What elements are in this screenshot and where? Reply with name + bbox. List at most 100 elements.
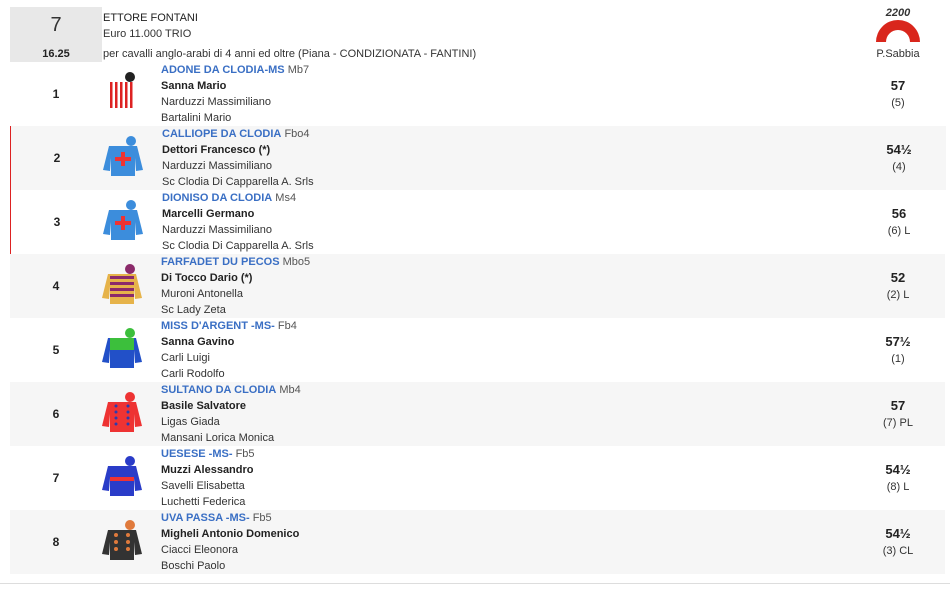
jockey: Sanna Gavino xyxy=(161,336,235,348)
runner-row: 2 CALLIOPE DA CLODIA Fbo4 Dettori France… xyxy=(10,126,946,190)
silk-wrap xyxy=(102,264,142,311)
jockey: Marcelli Germano xyxy=(162,208,255,220)
runner-number: 2 xyxy=(53,151,61,165)
horse-name[interactable]: SULTANO DA CLODIA xyxy=(161,384,277,396)
silk-wrap xyxy=(102,456,142,503)
horse-info: Ms4 xyxy=(275,192,297,204)
trainer: Narduzzi Massimiliano xyxy=(162,224,273,236)
horse-line: MISS D'ARGENT -MS- Fb4 xyxy=(161,320,297,332)
owner: Sc Clodia Di Capparella A. Srls xyxy=(162,240,314,252)
silk xyxy=(102,392,142,432)
draw: (7) PL xyxy=(883,417,913,429)
draw: (6) L xyxy=(887,225,911,237)
runner-row: 6 SULTANO DA CLODIA Mb4 Basile Salvatore… xyxy=(10,382,945,446)
horse-info: Mbo5 xyxy=(282,256,311,268)
runner-row: 3 DIONISO DA CLODIA Ms4 Marcelli Germano… xyxy=(10,190,946,254)
race-conditions: per cavalli anglo-arabi di 4 anni ed olt… xyxy=(103,48,477,60)
silk xyxy=(102,456,142,496)
horse-name[interactable]: CALLIOPE DA CLODIA xyxy=(162,128,282,140)
track: P.Sabbia xyxy=(876,48,920,60)
runner-row: 4 FARFADET DU PECOS Mbo5 Di Tocco Dario … xyxy=(10,254,945,318)
jockey: Basile Salvatore xyxy=(161,400,246,412)
weight: 52 xyxy=(890,270,906,285)
draw: (5) xyxy=(891,97,905,109)
draw: (2) L xyxy=(886,289,910,301)
runner-number: 7 xyxy=(52,471,60,485)
trainer: Ciacci Eleonora xyxy=(161,544,239,556)
horse-info: Fb4 xyxy=(277,320,297,332)
trainer: Narduzzi Massimiliano xyxy=(161,96,272,108)
trainer: Carli Luigi xyxy=(161,352,210,364)
trainer: Muroni Antonella xyxy=(161,288,243,300)
runner-number: 8 xyxy=(52,535,60,549)
weight: 56 xyxy=(891,206,907,221)
silk xyxy=(102,264,142,304)
trainer: Ligas Giada xyxy=(161,416,220,428)
silk-wrap xyxy=(102,72,142,119)
race-box xyxy=(10,7,102,62)
horse-line: UVA PASSA -MS- Fb5 xyxy=(161,512,272,524)
horse-line: ADONE DA CLODIA-MS Mb7 xyxy=(161,64,309,76)
owner: Carli Rodolfo xyxy=(161,368,225,380)
jockey: Sanna Mario xyxy=(161,80,227,92)
runner-number: 5 xyxy=(52,343,60,357)
runner-row: 7 UESESE -MS- Fb5 Muzzi Alessandro Savel… xyxy=(10,446,945,510)
owner: Bartalini Mario xyxy=(161,112,232,124)
distance-icon: 2200 xyxy=(876,7,920,42)
horse-name[interactable]: UVA PASSA -MS- xyxy=(161,512,250,524)
draw: (3) CL xyxy=(882,545,914,557)
race-title: ETTORE FONTANI xyxy=(103,12,198,24)
race-time: 16.25 xyxy=(42,48,70,60)
bottom-rule xyxy=(0,583,950,584)
trainer: Savelli Elisabetta xyxy=(161,480,245,492)
runner-row: 5 MISS D'ARGENT -MS- Fb4 Sanna Gavino Ca… xyxy=(10,318,945,382)
weight: 54½ xyxy=(885,526,911,541)
runner-number: 4 xyxy=(52,279,60,293)
horse-line: UESESE -MS- Fb5 xyxy=(161,448,255,460)
horse-name[interactable]: UESESE -MS- xyxy=(161,448,233,460)
silk-wrap xyxy=(102,328,142,375)
horse-info: Fb5 xyxy=(235,448,255,460)
runner-number: 6 xyxy=(52,407,60,421)
weight: 54½ xyxy=(886,142,912,157)
draw: (1) xyxy=(891,353,905,365)
owner: Boschi Paolo xyxy=(161,560,226,572)
weight: 57 xyxy=(890,78,906,93)
trainer: Narduzzi Massimiliano xyxy=(162,160,273,172)
silk-wrap xyxy=(102,392,142,439)
horse-name[interactable]: ADONE DA CLODIA-MS xyxy=(161,64,285,76)
horse-info: Mb7 xyxy=(287,64,310,76)
horse-name[interactable]: MISS D'ARGENT -MS- xyxy=(161,320,275,332)
jockey: Dettori Francesco (*) xyxy=(162,144,271,156)
weight: 57½ xyxy=(885,334,911,349)
distance: 2200 xyxy=(885,7,911,19)
runner-number: 1 xyxy=(52,87,60,101)
draw: (8) L xyxy=(886,481,910,493)
silk xyxy=(102,520,142,560)
horse-info: Mb4 xyxy=(279,384,301,396)
silk-wrap xyxy=(103,200,143,247)
silk xyxy=(102,328,142,368)
owner: Luchetti Federica xyxy=(161,496,246,508)
horse-info: Fbo4 xyxy=(284,128,310,140)
silk xyxy=(103,200,143,240)
silk xyxy=(103,136,143,176)
runner-row: 8 UVA PASSA -MS- Fb5 Migheli Antonio Dom… xyxy=(10,510,945,574)
horse-line: SULTANO DA CLODIA Mb4 xyxy=(161,384,301,396)
horse-name[interactable]: DIONISO DA CLODIA xyxy=(162,192,273,204)
weight: 57 xyxy=(890,398,906,413)
horse-name[interactable]: FARFADET DU PECOS xyxy=(161,256,280,268)
horse-line: DIONISO DA CLODIA Ms4 xyxy=(162,192,296,204)
weight: 54½ xyxy=(885,462,911,477)
horse-line: FARFADET DU PECOS Mbo5 xyxy=(161,256,310,268)
owner: Mansani Lorica Monica xyxy=(161,432,275,444)
silk xyxy=(102,72,142,112)
owner: Sc Clodia Di Capparella A. Srls xyxy=(162,176,314,188)
jockey: Migheli Antonio Domenico xyxy=(161,528,300,540)
horse-line: CALLIOPE DA CLODIA Fbo4 xyxy=(162,128,310,140)
race-number: 7 xyxy=(50,14,62,36)
silk-wrap xyxy=(103,136,143,183)
owner: Sc Lady Zeta xyxy=(161,304,226,316)
runner-number: 3 xyxy=(53,215,61,229)
draw: (4) xyxy=(892,161,906,173)
